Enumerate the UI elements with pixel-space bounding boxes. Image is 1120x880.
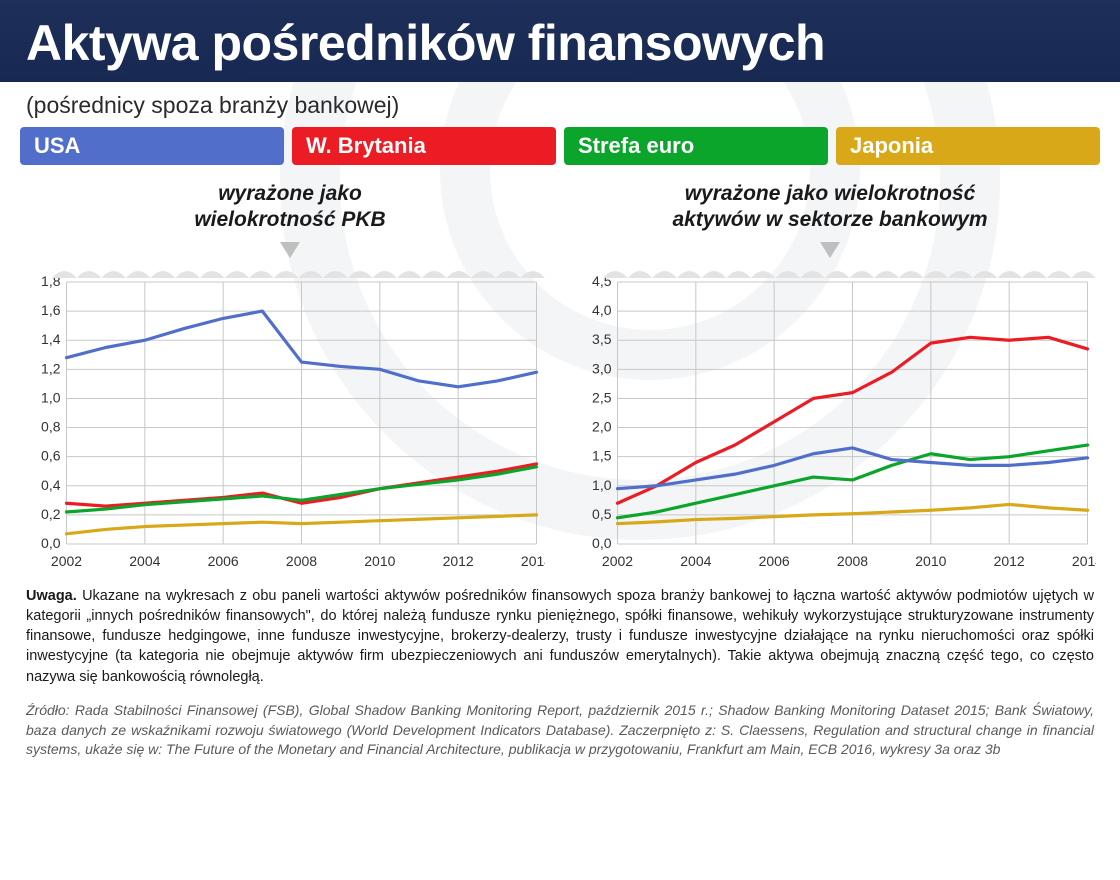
svg-text:2006: 2006: [208, 553, 239, 569]
footnote-text: Ukazane na wykresach z obu paneli wartoś…: [26, 588, 1094, 685]
svg-text:3,0: 3,0: [592, 360, 612, 376]
page-title: Aktywa pośredników finansowych: [26, 14, 1094, 72]
footnote-label: Uwaga.: [26, 588, 77, 604]
svg-text:2008: 2008: [286, 553, 317, 569]
svg-text:0,4: 0,4: [41, 476, 61, 492]
svg-text:1,0: 1,0: [41, 389, 61, 405]
svg-text:2008: 2008: [837, 553, 868, 569]
legend-eurozone: Strefa euro: [564, 127, 828, 165]
svg-text:0,5: 0,5: [592, 505, 612, 521]
panel-labels: wyrażone jakowielokrotność PKB wyrażone …: [0, 175, 1120, 260]
chart-left-wrap: 0,00,20,40,60,81,01,21,41,61,82002200420…: [24, 272, 545, 572]
svg-text:2012: 2012: [994, 553, 1025, 569]
subtitle: (pośrednicy spoza branży bankowej): [0, 82, 1120, 127]
svg-text:1,5: 1,5: [592, 447, 612, 463]
svg-text:2002: 2002: [51, 553, 82, 569]
svg-text:2006: 2006: [759, 553, 790, 569]
svg-text:2,0: 2,0: [592, 418, 612, 434]
legend-usa: USA: [20, 127, 284, 165]
svg-text:2010: 2010: [915, 553, 946, 569]
svg-text:0,8: 0,8: [41, 418, 61, 434]
chart-right: 0,00,51,01,52,02,53,03,54,04,52002200420…: [575, 272, 1096, 572]
source-text: Źródło: Rada Stabilności Finansowej (FSB…: [26, 701, 1094, 760]
svg-text:0,0: 0,0: [41, 535, 61, 551]
header-bar: Aktywa pośredników finansowych: [0, 0, 1120, 82]
legend-row: USA W. Brytania Strefa euro Japonia: [0, 127, 1120, 175]
legend-japan: Japonia: [836, 127, 1100, 165]
svg-text:2010: 2010: [364, 553, 395, 569]
chart-left: 0,00,20,40,60,81,01,21,41,61,82002200420…: [24, 272, 545, 572]
footnote: Uwaga. Ukazane na wykresach z obu paneli…: [26, 586, 1094, 687]
svg-text:2014: 2014: [1072, 553, 1096, 569]
svg-text:2014: 2014: [521, 553, 545, 569]
panel-label-right: wyrażone jako wielokrotnośćaktywów w sek…: [560, 181, 1100, 256]
legend-label: Japonia: [850, 133, 933, 158]
scallop-decor: [52, 264, 545, 278]
svg-text:1,2: 1,2: [41, 360, 61, 376]
chart-right-wrap: 0,00,51,01,52,02,53,03,54,04,52002200420…: [575, 272, 1096, 572]
legend-label: W. Brytania: [306, 133, 426, 158]
svg-text:2012: 2012: [443, 553, 474, 569]
svg-text:1,0: 1,0: [592, 476, 612, 492]
svg-text:1,4: 1,4: [41, 331, 61, 347]
svg-text:2004: 2004: [129, 553, 160, 569]
charts-row: 0,00,20,40,60,81,01,21,41,61,82002200420…: [0, 272, 1120, 572]
legend-label: Strefa euro: [578, 133, 694, 158]
svg-text:2,5: 2,5: [592, 389, 612, 405]
panel-label-left: wyrażone jakowielokrotność PKB: [20, 181, 560, 256]
svg-text:4,0: 4,0: [592, 302, 612, 318]
svg-text:0,2: 0,2: [41, 505, 61, 521]
svg-text:2004: 2004: [680, 553, 711, 569]
footer: Uwaga. Ukazane na wykresach z obu paneli…: [0, 572, 1120, 760]
svg-text:0,6: 0,6: [41, 447, 61, 463]
svg-text:0,0: 0,0: [592, 535, 612, 551]
svg-text:1,6: 1,6: [41, 302, 61, 318]
legend-label: USA: [34, 133, 80, 158]
legend-uk: W. Brytania: [292, 127, 556, 165]
svg-text:2002: 2002: [602, 553, 633, 569]
scallop-decor: [603, 264, 1096, 278]
svg-text:3,5: 3,5: [592, 331, 612, 347]
